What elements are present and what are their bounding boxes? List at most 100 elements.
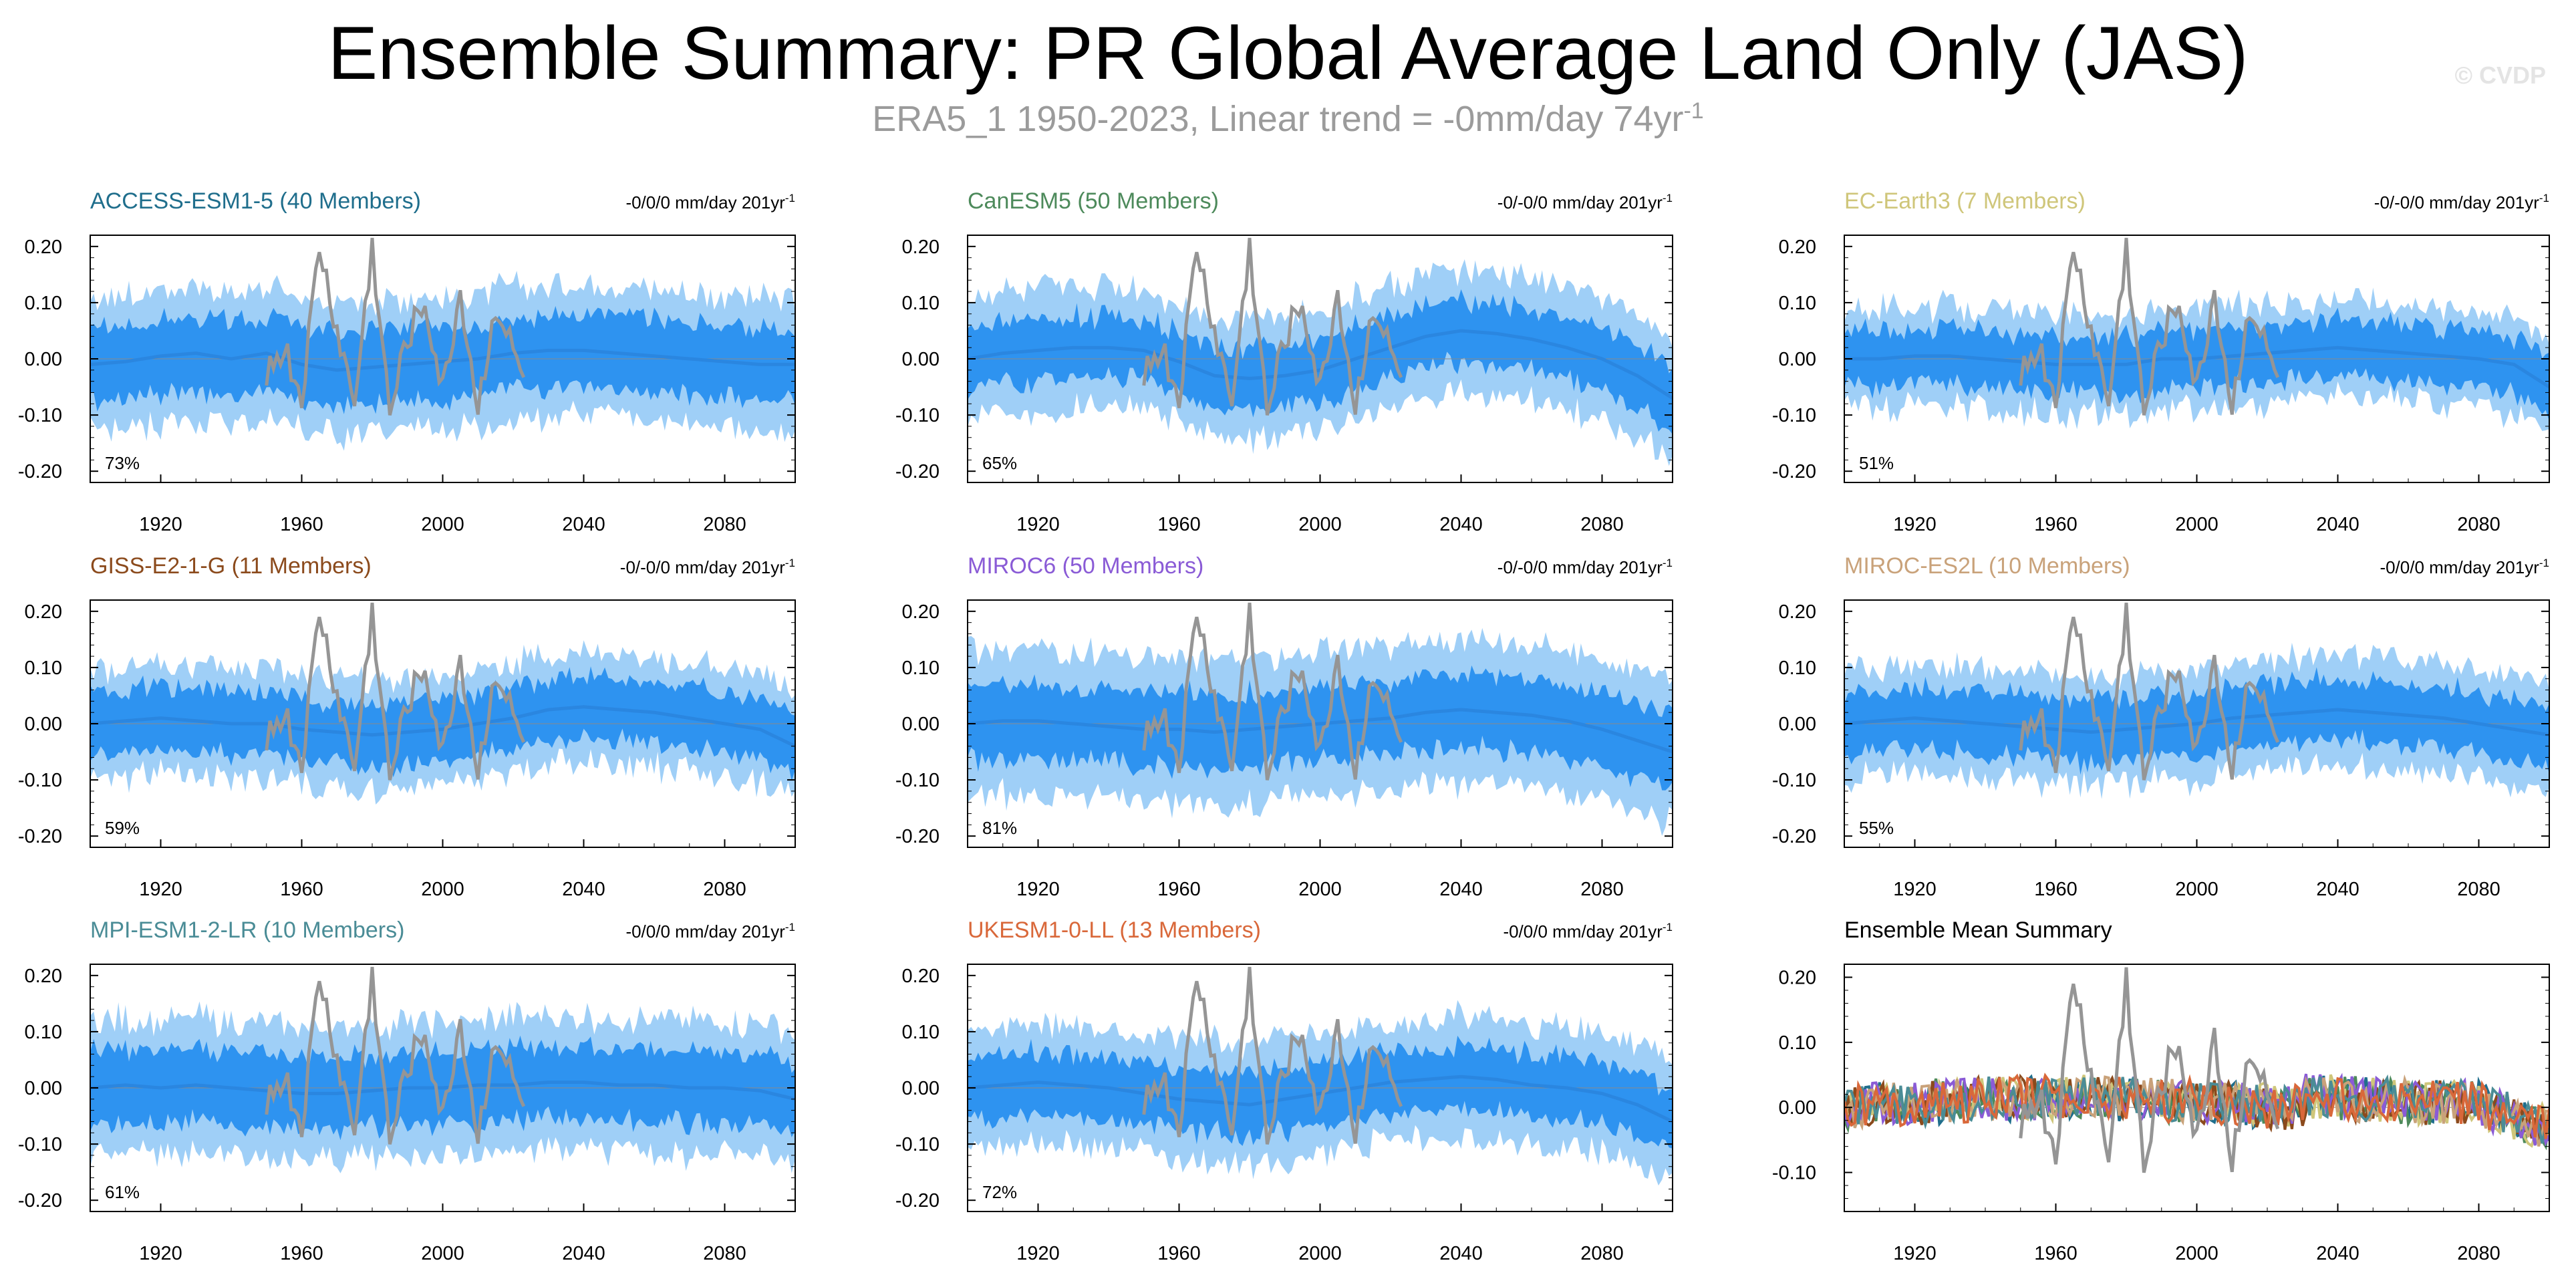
y-tick-label: -0.10 — [895, 770, 940, 791]
trend-label-sup: -1 — [2539, 192, 2549, 204]
panel-1: CanESM5 (50 Members) -0/-0/0 mm/day 201yr… — [895, 188, 1673, 535]
percent-label: 73% — [105, 453, 140, 473]
x-tick-label: 2000 — [421, 1243, 464, 1264]
trend-label-text: -0/0/0 mm/day 201yr — [2380, 557, 2539, 577]
x-tick-label: 1960 — [280, 1243, 323, 1264]
trend-label-sup: -1 — [2539, 557, 2549, 569]
panel-3: GISS-E2-1-G (11 Members) -0/-0/0 mm/day 2… — [18, 553, 796, 900]
x-tick-label: 2080 — [1580, 879, 1624, 900]
trend-label-text: -0/0/0 mm/day 201yr — [625, 921, 785, 942]
x-tick-label: 2040 — [1439, 1243, 1483, 1264]
y-tick-label: 0.20 — [902, 966, 940, 987]
y-tick-label: -0.20 — [18, 461, 62, 482]
y-tick-label: 0.00 — [902, 1078, 940, 1099]
x-tick-label: 2040 — [562, 879, 605, 900]
plot-area — [1844, 237, 2549, 431]
x-tick-label: 1960 — [280, 514, 323, 535]
model-mean-line-7 — [1844, 1073, 2549, 1139]
x-tick-label: 1920 — [1016, 879, 1060, 900]
y-tick-label: 0.00 — [25, 714, 62, 735]
y-tick-label: 0.10 — [902, 1022, 940, 1043]
panel-title: MIROC6 (50 Members) — [968, 553, 1203, 579]
panel-title: CanESM5 (50 Members) — [968, 188, 1219, 214]
panel-title: GISS-E2-1-G (11 Members) — [90, 553, 372, 579]
trend-label: -0/-0/0 mm/day 201yr-1 — [620, 557, 795, 577]
panel-0: ACCESS-ESM1-5 (40 Members) -0/0/0 mm/day … — [18, 188, 796, 535]
x-tick-label: 2040 — [1439, 879, 1483, 900]
trend-label-text: -0/0/0 mm/day 201yr — [1503, 921, 1663, 942]
y-tick-label: 0.20 — [1779, 237, 1816, 258]
plot-area — [1844, 602, 2549, 799]
x-tick-label: 1960 — [2034, 1243, 2078, 1264]
x-tick-label: 1960 — [2034, 514, 2078, 535]
x-tick-label: 2000 — [2175, 514, 2219, 535]
panel-5: MIROC-ES2L (10 Members) -0/0/0 mm/day 201… — [1772, 553, 2550, 900]
x-tick-label: 2080 — [2457, 1243, 2500, 1264]
x-tick-label: 1960 — [280, 879, 323, 900]
panel-title: MIROC-ES2L (10 Members) — [1844, 553, 2130, 579]
ensemble-mean-line — [90, 348, 795, 372]
trend-label-text: -0/-0/0 mm/day 201yr — [620, 557, 785, 577]
y-tick-label: -0.20 — [895, 461, 940, 482]
x-tick-label: 2000 — [2175, 879, 2219, 900]
y-tick-label: 0.10 — [1779, 1032, 1816, 1054]
observations-line — [2019, 602, 2280, 780]
x-tick-label: 2080 — [703, 879, 746, 900]
figure-subtitle: ERA5_1 1950-2023, Linear trend = -0mm/da… — [0, 98, 2576, 139]
trend-label: -0/-0/0 mm/day 201yr-1 — [1497, 192, 1673, 212]
observations-line — [265, 966, 526, 1145]
ensemble-mean-line — [968, 708, 1673, 754]
x-tick-label: 2000 — [2175, 1243, 2219, 1264]
y-tick-label: 0.00 — [902, 349, 940, 370]
y-tick-label: -0.10 — [1772, 770, 1816, 791]
x-tick-label: 2000 — [421, 879, 464, 900]
percent-label: 61% — [105, 1182, 140, 1202]
y-tick-label: -0.20 — [18, 826, 62, 847]
trend-label: -0/0/0 mm/day 201yr-1 — [1503, 921, 1673, 942]
ensemble-mean-line — [1844, 708, 2549, 737]
figure-title: Ensemble Summary: PR Global Average Land… — [327, 11, 2249, 95]
trend-label-text: -0/-0/0 mm/day 201yr — [2374, 192, 2539, 212]
y-tick-label: -0.20 — [18, 1190, 62, 1211]
y-tick-label: 0.00 — [902, 714, 940, 735]
x-tick-label: 2000 — [421, 514, 464, 535]
cvdp-watermark: © CVDP — [2454, 61, 2546, 89]
x-tick-label: 2040 — [2316, 1243, 2359, 1264]
y-tick-label: -0.20 — [895, 1190, 940, 1211]
y-tick-label: 0.10 — [1779, 658, 1816, 679]
x-tick-label: 2080 — [703, 1243, 746, 1264]
y-tick-label: 0.10 — [1779, 293, 1816, 314]
y-tick-label: 0.00 — [1779, 1097, 1816, 1119]
ensemble-mean-line — [1844, 345, 2549, 389]
y-tick-label: 0.20 — [1779, 601, 1816, 623]
plot-area — [90, 237, 795, 451]
y-tick-label: 0.20 — [25, 966, 62, 987]
x-tick-label: 2080 — [703, 514, 746, 535]
x-tick-label: 1920 — [1893, 514, 1937, 535]
ensemble-mean-line — [90, 705, 795, 748]
x-tick-label: 2040 — [562, 1243, 605, 1264]
y-tick-label: 0.20 — [25, 237, 62, 258]
ensemble-mean-line — [968, 329, 1673, 400]
y-tick-label: 0.10 — [25, 658, 62, 679]
observations-line — [265, 602, 526, 780]
trend-label-sup: -1 — [785, 192, 795, 204]
trend-label-text: -0/0/0 mm/day 201yr — [625, 192, 785, 212]
observations-line — [1142, 602, 1403, 780]
y-tick-label: -0.10 — [895, 1134, 940, 1155]
y-tick-label: 0.20 — [25, 601, 62, 623]
percent-label: 65% — [982, 453, 1017, 473]
observations-line — [1142, 237, 1403, 416]
panel-title: Ensemble Mean Summary — [1844, 917, 2112, 943]
panel-4: MIROC6 (50 Members) -0/-0/0 mm/day 201yr-… — [895, 553, 1673, 900]
trend-label: -0/0/0 mm/day 201yr-1 — [625, 192, 795, 212]
ensemble-mean-line — [90, 1081, 795, 1101]
panel-7: UKESM1-0-LL (13 Members) -0/0/0 mm/day 20… — [895, 917, 1673, 1264]
x-tick-label: 1960 — [2034, 879, 2078, 900]
ensemble-spread-inner — [1844, 307, 2549, 422]
y-tick-label: 0.00 — [1779, 349, 1816, 370]
x-tick-label: 2040 — [1439, 514, 1483, 535]
x-tick-label: 1920 — [139, 514, 182, 535]
subtitle-sup: -1 — [1683, 98, 1704, 124]
